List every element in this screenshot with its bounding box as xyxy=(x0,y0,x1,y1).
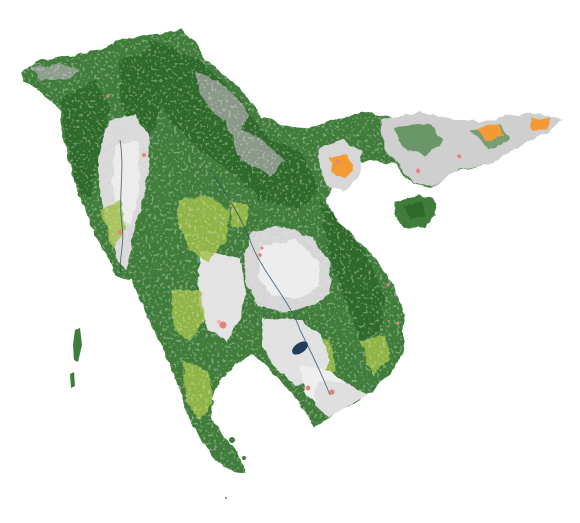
southern-islands xyxy=(224,437,246,500)
hainan-island xyxy=(394,194,436,228)
urban-areas xyxy=(106,94,400,395)
tonle-sap-lake xyxy=(292,341,308,355)
south-china-coast xyxy=(380,112,562,186)
andaman-islands xyxy=(70,328,82,388)
red-river-delta xyxy=(318,140,362,192)
rivers xyxy=(119,139,331,396)
